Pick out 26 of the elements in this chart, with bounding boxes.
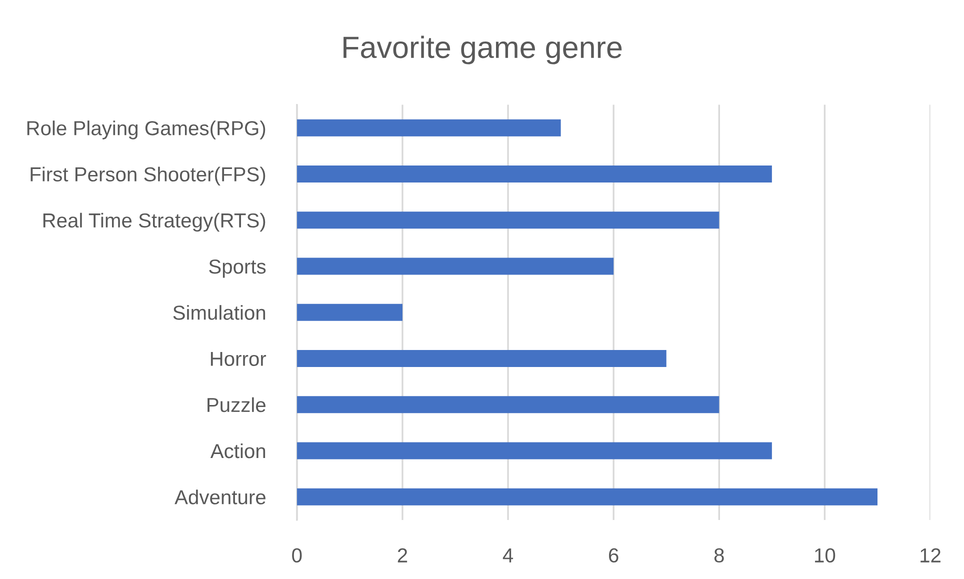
y-tick-label: Sports xyxy=(209,259,266,278)
x-tick-label: 8 xyxy=(714,548,724,563)
bar xyxy=(296,442,772,460)
x-tick-label: 12 xyxy=(920,548,940,562)
y-tick-label: Adventure xyxy=(174,490,266,504)
bar xyxy=(296,165,772,183)
x-tick-label: 0 xyxy=(292,548,302,563)
y-tick-label: Simulation xyxy=(173,305,266,320)
bar xyxy=(296,488,878,506)
bar xyxy=(296,396,720,414)
x-tick-label: 10 xyxy=(815,548,836,563)
bar xyxy=(296,119,561,136)
x-tick-label: 2 xyxy=(398,548,408,562)
y-tick-label: Role Playing Games(RPG) xyxy=(27,120,266,140)
y-tick-label: Real Time Strategy(RTS) xyxy=(43,212,266,232)
chart-title: Favorite game genre xyxy=(344,36,622,64)
bar xyxy=(296,258,614,275)
y-tick-label: Puzzle xyxy=(208,397,266,412)
bar xyxy=(296,304,402,321)
y-tick-label: First Person Shooter(FPS) xyxy=(30,166,266,186)
x-tick-label: 6 xyxy=(609,548,618,563)
bar xyxy=(296,212,720,229)
y-tick-label: Action xyxy=(210,443,266,458)
bar xyxy=(296,350,666,368)
x-tick-label: 4 xyxy=(502,548,514,562)
y-tick-label: Horror xyxy=(210,352,266,366)
